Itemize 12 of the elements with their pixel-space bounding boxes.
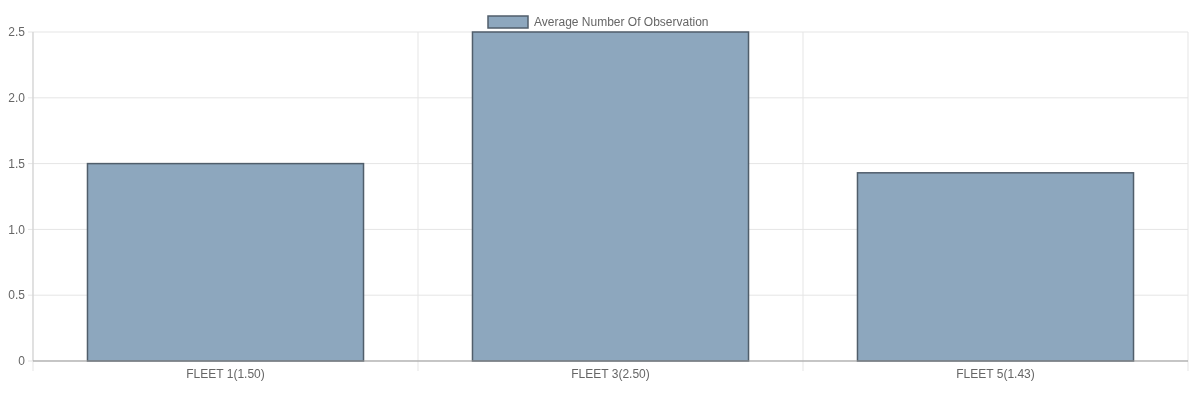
y-tick-label: 2.5	[8, 25, 26, 40]
y-tick-label: 1.5	[8, 156, 26, 171]
y-tick-label: 0	[18, 354, 26, 369]
bar	[856, 172, 1135, 362]
y-tick-label: 0.5	[8, 288, 26, 303]
x-tick-label: FLEET 1(1.50)	[186, 367, 265, 381]
y-tick-label: 2.0	[8, 91, 26, 105]
x-tick-label: FLEET 5(1.43)	[956, 367, 1035, 381]
legend-label: Average Number Of Observation	[534, 15, 709, 30]
x-tick-label: FLEET 3(2.50)	[571, 367, 650, 381]
y-tick-label: 1.0	[8, 222, 26, 237]
bar	[86, 162, 365, 362]
